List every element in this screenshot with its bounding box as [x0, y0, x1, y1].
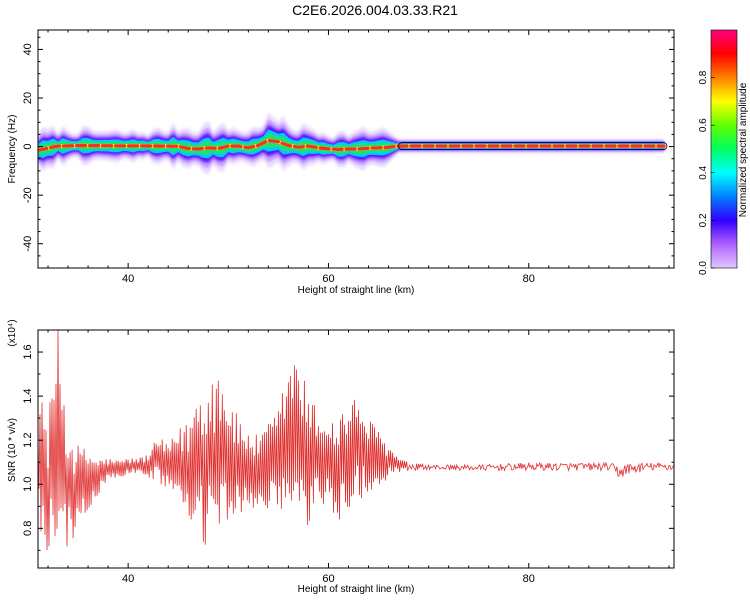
- heatmap-x-tick-label: 40: [122, 273, 134, 285]
- heatmap-frame: [37, 29, 675, 269]
- colorbar-scale: [711, 30, 737, 268]
- snr-scale-label: (x10⁴): [7, 319, 18, 346]
- heatmap-y-tick-label: -40: [22, 236, 34, 252]
- snr-frame: [37, 329, 675, 569]
- snr-y-tick-label: 1.0: [22, 477, 34, 492]
- heatmap-y-tick-label: 40: [22, 43, 34, 55]
- colorbar-tick-label: 0.6: [698, 118, 709, 132]
- colorbar-frame: [710, 29, 738, 269]
- snr-x-ticks: 40 60 80: [47, 330, 670, 585]
- heatmap-ridge-outline: [398, 142, 668, 150]
- page-title: C2E6.2026.004.03.33.R21: [292, 2, 458, 18]
- snr-y-ticks: 0.8 1.0 1.2 1.4 1.6: [22, 344, 674, 551]
- snr-y-label: SNR (10 * v/v): [7, 418, 18, 482]
- heatmap-y-label: Frequency (Hz): [7, 115, 18, 184]
- snr-series-line: [38, 330, 674, 551]
- heatmap-x-ticks: 40 60 80: [47, 30, 670, 285]
- snr-y-tick-label: 1.6: [22, 344, 34, 359]
- heatmap-y-ticks: -40 -20 0 20 40: [22, 36, 674, 257]
- heatmap-y-tick-label: 0: [22, 144, 34, 150]
- snr-x-label: Height of straight line (km): [298, 584, 415, 595]
- heatmap-x-tick-label: 60: [322, 273, 334, 285]
- colorbar-tick-label: 0.4: [698, 165, 709, 179]
- colorbar-ticks: 0.0 0.2 0.4 0.6 0.8: [698, 70, 715, 275]
- snr-panel: 40 60 80 0.8 1.0 1.2 1.4 1.6 Height of straigh…: [7, 319, 675, 595]
- snr-y-tick-label: 1.4: [22, 388, 34, 403]
- snr-x-tick-label: 80: [523, 573, 535, 585]
- heatmap-layers: [38, 112, 668, 175]
- heatmap-panel: 40 60 80 -40 -20 0 20 40 Height of straight li…: [7, 29, 675, 296]
- snr-y-tick-label: 0.8: [22, 521, 34, 536]
- colorbar-tick-label: 0.0: [698, 261, 709, 275]
- colorbar-tick-label: 0.8: [698, 70, 709, 84]
- heatmap-ridge-red: [38, 138, 666, 152]
- heatmap-x-tick-label: 80: [523, 273, 535, 285]
- heatmap-y-tick-label: 20: [22, 92, 34, 104]
- colorbar-label: Normalized spectral amplitude: [738, 82, 749, 217]
- colorbar: 0.0 0.2 0.4 0.6 0.8 Normalized spectral ampl…: [698, 29, 749, 275]
- snr-x-tick-label: 60: [322, 573, 334, 585]
- colorbar-tick-label: 0.2: [698, 213, 709, 227]
- snr-y-tick-label: 1.2: [22, 433, 34, 448]
- snr-x-tick-label: 40: [122, 573, 134, 585]
- heatmap-x-label: Height of straight line (km): [298, 285, 415, 296]
- heatmap-y-tick-label: -20: [22, 187, 34, 203]
